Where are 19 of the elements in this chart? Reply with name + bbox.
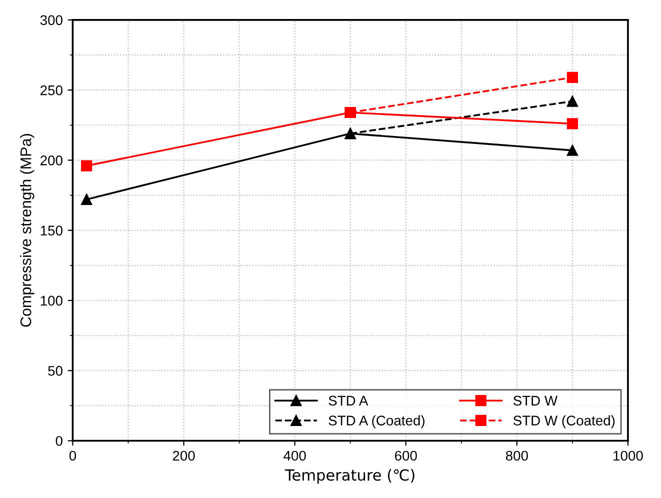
- x-tick-label: 1000: [614, 450, 643, 461]
- x-axis-title: Temperature (℃): [284, 468, 414, 484]
- y-tick-label: 200: [40, 156, 62, 166]
- x-tick-label: 200: [172, 450, 195, 461]
- y-tick-label: 50: [48, 366, 62, 376]
- y-tick-label: 0: [56, 436, 62, 446]
- legend-label: STD W (Coated): [513, 415, 615, 428]
- legend-label: STD A (Coated): [328, 415, 424, 428]
- y-tick-label: 100: [40, 296, 62, 306]
- x-tick-label: 600: [394, 450, 417, 461]
- y-tick-label: 150: [40, 226, 62, 236]
- y-tick-label: 300: [40, 15, 62, 26]
- legend-label: STD W: [513, 396, 558, 406]
- x-tick-label: 400: [284, 450, 306, 461]
- x-tick-label: 800: [506, 450, 528, 461]
- y-axis-title: Compressive strength (MPa): [20, 134, 34, 327]
- y-tick-label: 250: [40, 85, 62, 96]
- legend-label: STD A: [328, 396, 368, 406]
- x-tick-label: 0: [69, 450, 76, 461]
